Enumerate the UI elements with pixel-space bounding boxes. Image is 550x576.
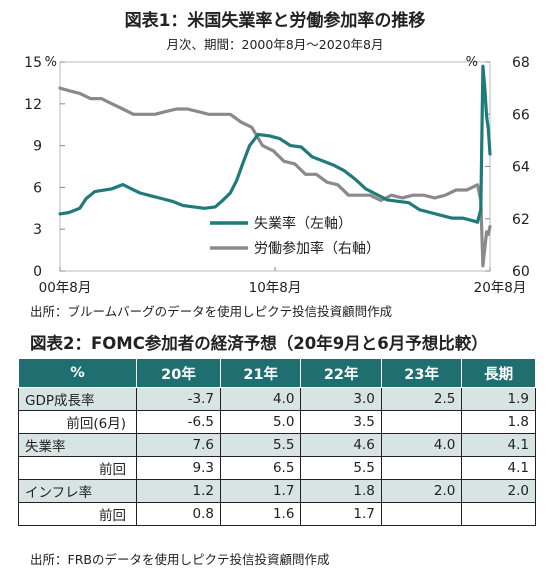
right-tick-label: 66 — [512, 107, 530, 123]
table-row: 失業率 7.6 5.5 4.6 4.0 4.1 — [18, 433, 536, 457]
table-cell: 3.5 — [300, 410, 382, 434]
table-cell: 1.6 — [219, 502, 302, 526]
header-2020: 20年 — [136, 358, 221, 388]
left-tick-label: 6 — [33, 180, 42, 196]
table-cell: 1.9 — [461, 387, 536, 411]
plot-frame — [59, 61, 491, 272]
unemployment-participation-chart: 0 3 6 9 12 15% 60 62 64 66 68% 00年8月 10年8月 20年8月 失業… — [24, 55, 530, 296]
table-row: インフレ率 1.2 1.7 1.8 2.0 2.0 — [18, 479, 536, 503]
table-cell: 3.0 — [300, 387, 382, 411]
table-cell: -3.7 — [136, 387, 221, 411]
right-tick-label: 62 — [512, 212, 530, 228]
left-axis-unit: % — [45, 55, 57, 70]
row-label: 前回 — [18, 456, 137, 480]
right-axis-unit: % — [466, 55, 478, 70]
table-cell: 6.5 — [219, 456, 302, 480]
row-label: 失業率 — [18, 433, 137, 457]
table-cell: 5.0 — [219, 410, 302, 434]
table-cell: 9.3 — [136, 456, 221, 480]
table-cell: 1.8 — [300, 479, 382, 503]
participation-rate-line — [58, 86, 492, 268]
right-tick-label: 64 — [512, 160, 530, 176]
table-cell: 2.0 — [380, 479, 463, 503]
row-label: 前回 — [18, 502, 137, 526]
table-cell: -6.5 — [136, 410, 221, 434]
left-tick-label: 9 — [33, 139, 42, 155]
header-unit: % — [18, 358, 137, 388]
right-tick-label: 68 — [512, 55, 530, 71]
figure2-title: 図表2：FOMC参加者の経済予想（20年9月と6月予想比較） — [30, 334, 488, 353]
unemployment-rate-line — [58, 64, 492, 224]
row-label: 前回(6月) — [18, 410, 137, 434]
table-row: 前回 0.8 1.6 1.7 — [18, 502, 536, 526]
table-cell: 2.0 — [461, 479, 536, 503]
header-2021: 21年 — [219, 358, 302, 388]
table-row: 前回(6月) -6.5 5.0 3.5 1.8 — [18, 410, 536, 434]
table-cell — [380, 410, 463, 434]
header-longer-run: 長期 — [461, 358, 536, 388]
table-cell: 0.8 — [136, 502, 221, 526]
left-tick-label: 15 — [24, 55, 42, 71]
table-cell: 2.5 — [380, 387, 463, 411]
left-tick-label: 12 — [24, 97, 42, 113]
row-label: GDP成長率 — [18, 387, 137, 411]
row-label: インフレ率 — [18, 479, 137, 503]
x-tick-label: 10年8月 — [249, 280, 302, 296]
legend-label-unemployment: 失業率（左軸） — [254, 215, 352, 232]
table-cell: 5.5 — [300, 456, 382, 480]
table-cell: 1.2 — [136, 479, 221, 503]
right-tick-label: 60 — [512, 264, 530, 280]
table-cell — [461, 502, 536, 526]
table-cell — [380, 502, 463, 526]
table-cell: 1.8 — [461, 410, 536, 434]
table-cell: 1.7 — [219, 479, 302, 503]
left-tick-label: 3 — [33, 222, 42, 238]
x-tick-label: 20年8月 — [474, 280, 527, 296]
figure1-title: 図表1：米国失業率と労働参加率の推移 — [124, 11, 426, 31]
table-cell: 7.6 — [136, 433, 221, 457]
table-cell: 4.6 — [300, 433, 382, 457]
figure2-source: 出所：FRBのデータを使用しピクテ投信投資顧問作成 — [30, 552, 330, 567]
legend-label-participation: 労働参加率（右軸） — [254, 240, 380, 257]
table-row: 前回 9.3 6.5 5.5 4.1 — [18, 456, 536, 480]
x-tick-label: 00年8月 — [39, 280, 92, 296]
table-cell: 4.1 — [461, 433, 536, 457]
figure1-source: 出所：ブルームバーグのデータを使用しピクテ投信投資顧問作成 — [30, 304, 393, 319]
header-2022: 22年 — [300, 358, 382, 388]
left-tick-label: 0 — [33, 264, 42, 280]
table-cell: 4.1 — [461, 456, 536, 480]
table-cell: 4.0 — [380, 433, 463, 457]
table-header-row: % 20年 21年 22年 23年 長期 — [18, 358, 536, 388]
table-cell: 4.0 — [219, 387, 302, 411]
figure1-subtitle: 月次、期間：2000年8月～2020年8月 — [166, 37, 384, 52]
header-2023: 23年 — [380, 358, 463, 388]
table-cell — [380, 456, 463, 480]
table-cell: 5.5 — [219, 433, 302, 457]
legend: 失業率（左軸） 労働参加率（右軸） — [210, 215, 380, 257]
table-cell: 1.7 — [300, 502, 382, 526]
table-row: GDP成長率 -3.7 4.0 3.0 2.5 1.9 — [18, 387, 536, 411]
fomc-projection-table: % 20年 21年 22年 23年 長期 GDP成長率 -3.7 4.0 3.0 2.5… — [18, 358, 536, 526]
